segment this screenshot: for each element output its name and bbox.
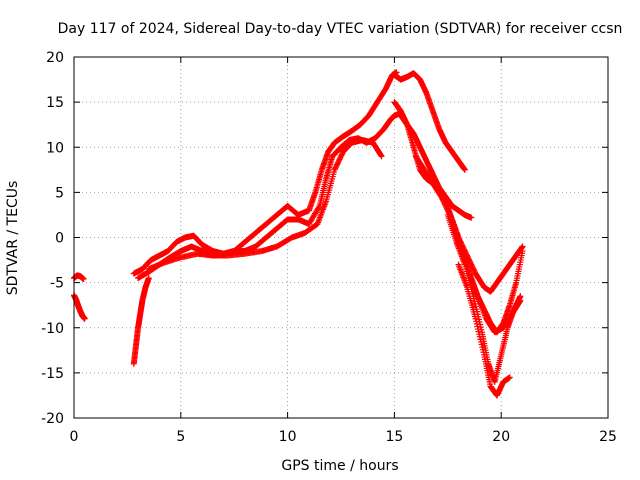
- series-3: [130, 69, 400, 277]
- y-tick-label: -20: [41, 411, 64, 427]
- data-point: [81, 315, 88, 322]
- y-tick-label: -10: [41, 321, 64, 337]
- chart-title: Day 117 of 2024, Sidereal Day-to-day VTE…: [58, 21, 623, 37]
- series-6: [391, 70, 468, 173]
- series-12: [466, 270, 524, 336]
- data-point: [378, 153, 385, 160]
- y-axis-label: SDTVAR / TECUs: [5, 181, 21, 296]
- data-point: [516, 298, 523, 305]
- grid-lines: [74, 57, 608, 418]
- y-tick-label: 0: [55, 231, 64, 247]
- y-tick-label: 15: [46, 95, 64, 111]
- data-point: [461, 166, 468, 173]
- x-tick-label: 0: [70, 429, 79, 445]
- data-point: [377, 152, 384, 159]
- series-1: [71, 292, 88, 322]
- data-point: [468, 214, 475, 221]
- data-point: [506, 374, 513, 381]
- data-point: [315, 204, 322, 211]
- y-tick-label: 10: [46, 140, 64, 156]
- series-9: [412, 153, 526, 295]
- x-tick-label: 15: [385, 429, 403, 445]
- y-tick-label: -5: [50, 276, 64, 292]
- y-tick-label: -15: [41, 366, 64, 382]
- x-tick-label: 10: [279, 429, 297, 445]
- data-markers: [71, 69, 526, 399]
- x-tick-label: 20: [492, 429, 510, 445]
- data-point: [145, 275, 152, 282]
- y-axis-ticks: -20 -15 -10 -5 0 5 10 15 20: [41, 50, 608, 427]
- x-axis-ticks: 0 5 10 15 20 25: [70, 57, 617, 445]
- x-axis-label: GPS time / hours: [281, 458, 398, 474]
- data-point: [519, 243, 526, 250]
- series-11: [455, 261, 513, 399]
- x-tick-label: 5: [176, 429, 185, 445]
- data-point: [80, 276, 87, 283]
- series-0: [71, 272, 87, 283]
- y-tick-label: 5: [55, 185, 64, 201]
- series-4: [135, 109, 404, 282]
- x-tick-label: 25: [599, 429, 617, 445]
- series-2: [130, 275, 152, 367]
- series-5: [145, 137, 385, 273]
- y-tick-label: 20: [46, 50, 64, 66]
- data-point: [517, 297, 524, 304]
